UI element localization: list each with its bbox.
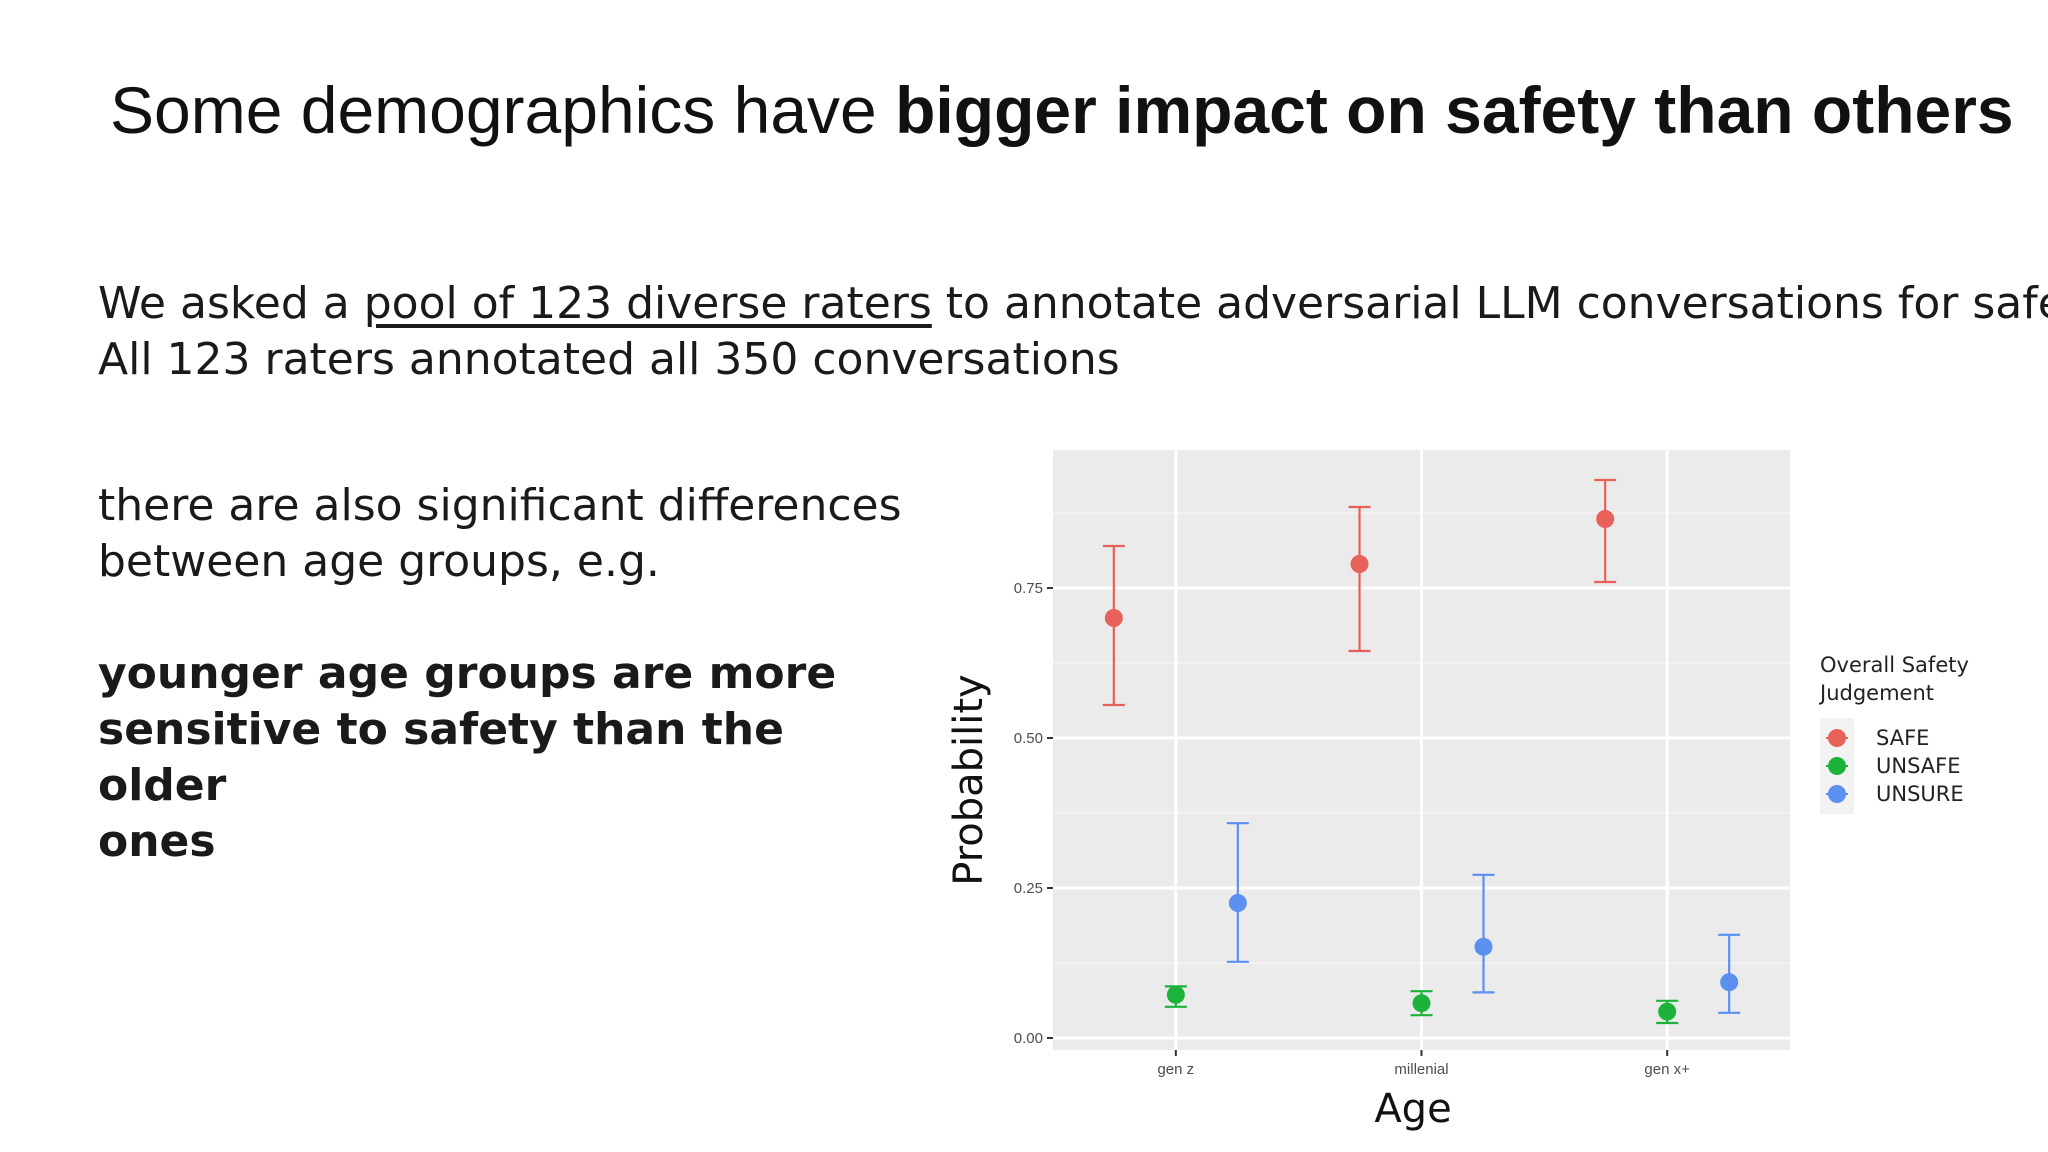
x-tick-label: gen x+ xyxy=(1644,1061,1690,1078)
legend-title-line-2: Judgement xyxy=(1818,681,1934,705)
chart-marks xyxy=(1102,478,1741,1025)
chart-legend: Overall Safety Judgement SAFE UNSAFE UNSURE xyxy=(1818,653,1969,814)
point-unsafe xyxy=(1412,994,1431,1013)
note-line-1: there are also significant differences xyxy=(98,480,902,531)
emph-line-2: sensitive to safety than the older xyxy=(98,704,784,811)
slide-title: Some demographics have bigger impact on … xyxy=(110,70,2014,150)
errorbar-safe xyxy=(1594,478,1617,584)
point-unsure xyxy=(1474,937,1493,956)
emph-line-3: ones xyxy=(98,816,216,867)
intro-line-1: We asked a pool of 123 diverse raters to… xyxy=(98,276,2048,332)
emphasis-text: younger age groups are more sensitive to… xyxy=(98,646,918,870)
intro-text: We asked a pool of 123 diverse raters to… xyxy=(98,276,2048,388)
point-unsafe xyxy=(1658,1002,1677,1021)
legend-key-safe xyxy=(1828,729,1846,747)
x-axis: gen z millenial gen x+ xyxy=(1157,1050,1690,1078)
intro-after: to annotate adversarial LLM conversation… xyxy=(931,278,2048,329)
legend-key-unsafe xyxy=(1828,757,1846,775)
x-axis-label: Age xyxy=(1374,1086,1451,1132)
y-tick-label: 0.50 xyxy=(1014,730,1043,747)
point-safe xyxy=(1104,609,1123,627)
y-tick-label: 0.00 xyxy=(1014,1030,1043,1047)
title-normal: Some demographics have xyxy=(110,73,896,147)
legend-label-unsure: UNSURE xyxy=(1876,782,1964,806)
emph-line-1: younger age groups are more xyxy=(98,648,837,699)
legend-label-safe: SAFE xyxy=(1876,726,1929,750)
y-axis-label: Probability xyxy=(946,674,992,885)
intro-before: We asked a xyxy=(98,278,364,329)
point-unsafe xyxy=(1166,985,1185,1004)
legend-title-line-1: Overall Safety xyxy=(1820,653,1969,677)
y-tick-label: 0.75 xyxy=(1014,580,1043,597)
point-unsure xyxy=(1228,894,1247,912)
x-tick-label: millenial xyxy=(1394,1061,1448,1078)
grid-major xyxy=(1053,450,1790,1050)
point-safe xyxy=(1350,555,1369,573)
point-unsure xyxy=(1720,973,1739,992)
x-tick-label: gen z xyxy=(1157,1061,1194,1078)
y-tick-label: 0.25 xyxy=(1014,880,1043,897)
note-line-2: between age groups, e.g. xyxy=(98,536,660,587)
legend-key-unsure xyxy=(1828,785,1846,803)
raters-pool-link[interactable]: pool of 123 diverse raters xyxy=(363,278,932,329)
findings-note: there are also significant differences b… xyxy=(98,478,918,870)
title-bold: bigger impact on safety than others xyxy=(895,73,2014,147)
point-safe xyxy=(1596,510,1615,528)
errorbar-unsure xyxy=(1226,822,1249,963)
legend-label-unsafe: UNSAFE xyxy=(1876,754,1961,778)
errorbar-safe xyxy=(1348,505,1371,653)
intro-line-2: All 123 raters annotated all 350 convers… xyxy=(98,334,1120,385)
y-axis: 0.00 0.25 0.50 0.75 xyxy=(1014,580,1053,1047)
errorbar-unsure xyxy=(1472,873,1495,994)
